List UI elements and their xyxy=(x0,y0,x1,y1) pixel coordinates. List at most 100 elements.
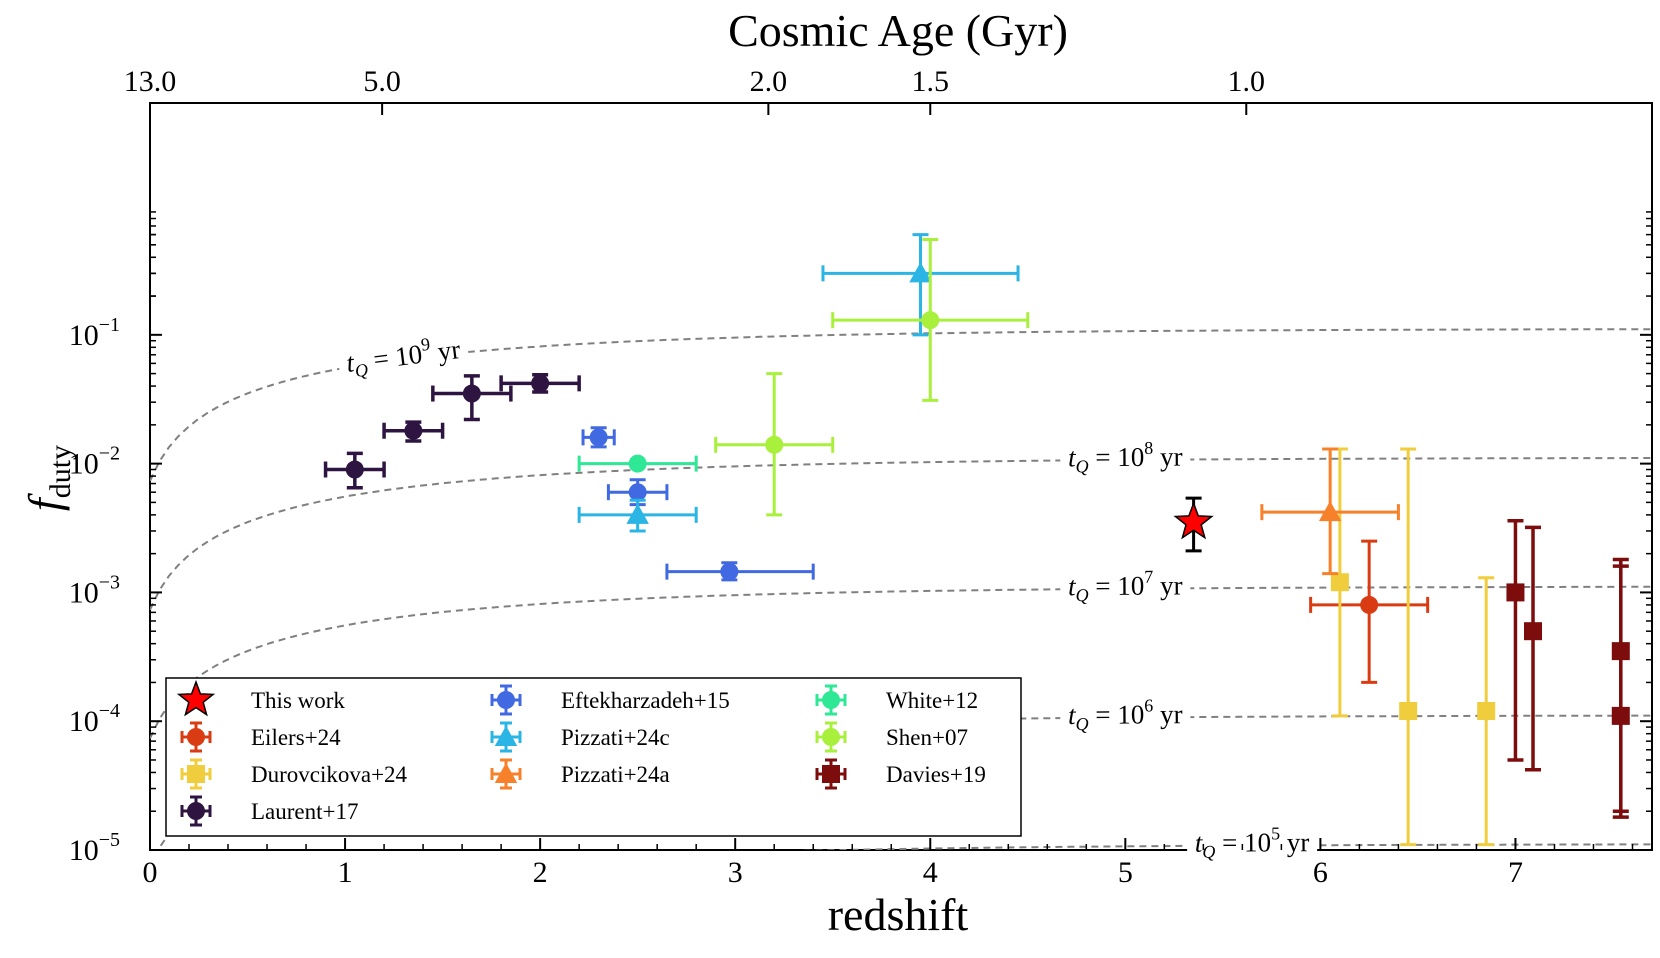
data-point xyxy=(1360,595,1379,614)
tq-curve xyxy=(150,457,1652,611)
x-tick-label: 4 xyxy=(923,856,938,889)
data-point xyxy=(1506,583,1525,602)
tq-label-exp: 8 xyxy=(1144,438,1153,458)
legend-marker xyxy=(187,802,205,820)
tq-label: tQ = 109 yr xyxy=(336,329,470,382)
tq-label-bg xyxy=(1186,823,1318,856)
tq-label-bg xyxy=(1060,695,1191,729)
tq-label-q: Q xyxy=(1076,456,1089,476)
y-tick-exp: −1 xyxy=(99,314,120,336)
data-point xyxy=(1477,702,1496,721)
data-point xyxy=(1524,622,1543,641)
y-tick-base: 10 xyxy=(69,834,99,867)
data-point xyxy=(765,435,784,454)
tq-label-exp: 5 xyxy=(1271,823,1280,843)
series-this-work xyxy=(1173,496,1214,553)
legend-entry: White+12 xyxy=(815,684,978,716)
y-tick-base: 10 xyxy=(69,448,99,481)
data-point xyxy=(921,311,940,330)
legend-box xyxy=(165,677,1022,837)
tq-curve xyxy=(797,843,1652,850)
top-axis: 13.0 5.0 2.0 1.5 1.0 xyxy=(124,65,1265,115)
data-series xyxy=(323,233,1630,847)
legend: This work Eilers+24 Durovcikova+24 Laurent+… xyxy=(165,677,1022,837)
tq-label-exp: 7 xyxy=(1144,567,1153,587)
tq-label-exp: 6 xyxy=(1144,695,1153,715)
tq-label-q: Q xyxy=(1202,842,1215,862)
tq-label: tQ = 107 yr xyxy=(1060,566,1191,605)
x-tick-label: 0 xyxy=(143,856,158,889)
top-tick-label: 13.0 xyxy=(124,65,177,98)
x-tick-label: 6 xyxy=(1313,856,1328,889)
legend-entry: Shen+07 xyxy=(815,721,968,753)
legend-entry: Pizzati+24c xyxy=(490,721,670,753)
legend-label: Eilers+24 xyxy=(251,725,341,750)
y-axis-title: fduty xyxy=(19,445,77,511)
tq-label-eq: = 10 xyxy=(1215,827,1271,857)
tq-label-unit: yr xyxy=(1153,570,1182,600)
tq-label-t: t xyxy=(1068,442,1077,472)
legend-entry: Laurent+17 xyxy=(180,795,359,827)
tq-label-text: tQ = 106 yr xyxy=(1068,695,1183,734)
tq-label-t: t xyxy=(1068,700,1077,730)
data-point xyxy=(345,460,364,479)
y-axis-title-sub: duty xyxy=(44,445,77,498)
tq-label-unit: yr xyxy=(1153,699,1182,729)
legend-marker xyxy=(176,679,216,717)
series-shen-07 xyxy=(714,237,1030,517)
legend-label: Laurent+17 xyxy=(251,799,359,824)
data-point xyxy=(626,503,649,524)
tq-label-unit: yr xyxy=(429,334,462,367)
top-tick-label: 1.0 xyxy=(1228,65,1266,98)
data-point xyxy=(628,483,647,502)
data-point xyxy=(531,374,550,393)
tq-label-text: tQ = 107 yr xyxy=(1068,566,1183,605)
tq-label-bg xyxy=(1060,437,1191,471)
legend-entry: Durovcikova+24 xyxy=(180,758,408,790)
y-tick-label: 10−5 xyxy=(69,829,120,867)
x-tick-label: 3 xyxy=(728,856,743,889)
top-tick-label: 1.5 xyxy=(912,65,950,98)
data-point xyxy=(404,421,423,440)
legend-label: White+12 xyxy=(886,688,978,713)
top-tick-label: 2.0 xyxy=(750,65,788,98)
y-tick-exp: −2 xyxy=(99,443,120,465)
tq-label-q: Q xyxy=(1076,714,1089,734)
legend-marker xyxy=(822,691,840,709)
tq-label-t: t xyxy=(1195,828,1204,858)
series-pizzati-24a xyxy=(1260,447,1400,576)
x-tick-label: 1 xyxy=(338,856,353,889)
legend-label: This work xyxy=(251,688,345,713)
y-tick-exp: −3 xyxy=(99,571,120,593)
tq-label-text: tQ = 108 yr xyxy=(1068,438,1183,477)
tq-label-q: Q xyxy=(354,360,369,381)
data-point xyxy=(1399,702,1418,721)
tq-label-exp: 9 xyxy=(420,334,431,355)
legend-label: Pizzati+24a xyxy=(561,762,670,787)
top-tick-label: 5.0 xyxy=(363,65,401,98)
legend-entry: Pizzati+24a xyxy=(490,758,670,790)
legend-marker xyxy=(822,765,840,783)
series-laurent-17 xyxy=(323,372,581,490)
top-axis-title: Cosmic Age (Gyr) xyxy=(728,5,1068,56)
data-point xyxy=(720,562,739,581)
tq-label: tQ = 108 yr xyxy=(1060,437,1191,477)
tq-label-q: Q xyxy=(1076,585,1089,605)
series-davies-19 xyxy=(1506,519,1630,819)
y-tick-base: 10 xyxy=(69,576,99,609)
data-point xyxy=(909,262,932,283)
y-tick-exp: −4 xyxy=(99,700,120,722)
tq-label-eq: = 10 xyxy=(365,339,424,376)
legend-label: Davies+19 xyxy=(886,762,986,787)
legend-entry: Eilers+24 xyxy=(180,721,341,753)
tq-label-bg xyxy=(1060,566,1191,600)
tq-label: tQ = 106 yr xyxy=(1060,695,1191,734)
tq-label-text: tQ = 109 yr xyxy=(344,330,462,382)
y-tick-base: 10 xyxy=(69,319,99,352)
y-tick-exp: −5 xyxy=(99,829,120,851)
series-durovcikova-24 xyxy=(1330,447,1496,847)
tq-label-eq: = 10 xyxy=(1088,571,1144,601)
series-white-12 xyxy=(577,454,698,473)
legend-marker xyxy=(187,765,205,783)
